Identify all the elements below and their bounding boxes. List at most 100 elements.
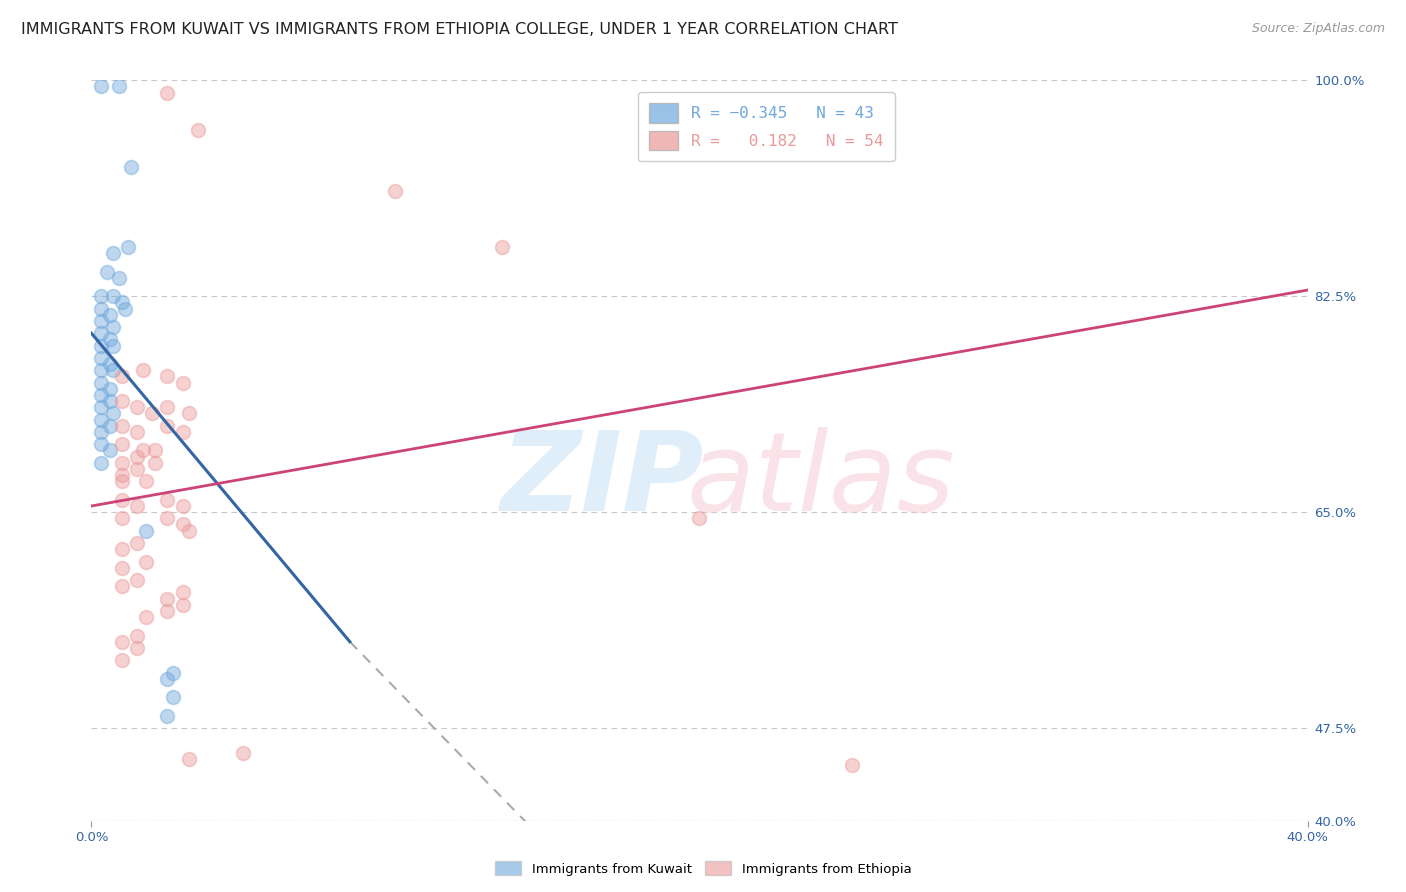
Point [89,351,111,365]
Point [111,468,134,483]
Point [135,475,157,489]
Point [89,437,111,451]
Point [156,492,179,507]
Point [384,185,406,199]
Point [156,708,179,723]
Point [491,240,513,254]
Point [125,462,148,476]
Point [107,79,129,94]
Point [89,425,111,439]
Point [98,394,121,409]
Point [101,407,124,421]
Point [111,418,134,433]
Point [98,357,121,371]
Point [89,456,111,470]
Point [156,511,179,525]
Point [111,369,134,384]
Point [135,554,157,569]
Point [162,665,184,680]
Point [111,492,134,507]
Point [187,122,209,136]
Point [172,598,194,612]
Point [101,289,124,303]
Point [96,264,118,278]
Point [141,407,163,421]
Point [111,456,134,470]
Point [125,425,148,439]
Point [98,382,121,396]
Legend: R = −0.345   N = 43, R =   0.182   N = 54: R = −0.345 N = 43, R = 0.182 N = 54 [638,92,894,161]
Point [125,573,148,587]
Text: IMMIGRANTS FROM KUWAIT VS IMMIGRANTS FROM ETHIOPIA COLLEGE, UNDER 1 YEAR CORRELA: IMMIGRANTS FROM KUWAIT VS IMMIGRANTS FRO… [21,22,898,37]
Point [841,758,863,772]
Point [101,363,124,377]
Point [172,499,194,513]
Point [132,443,155,458]
Text: Source: ZipAtlas.com: Source: ZipAtlas.com [1251,22,1385,36]
Point [135,610,157,624]
Point [156,369,179,384]
Text: ZIP: ZIP [501,426,704,533]
Point [688,511,710,525]
Point [125,450,148,464]
Point [177,752,200,766]
Point [98,308,121,322]
Point [111,394,134,409]
Point [89,363,111,377]
Point [143,456,166,470]
Point [125,628,148,642]
Point [111,437,134,451]
Point [111,634,134,648]
Point [101,246,124,260]
Point [111,542,134,557]
Point [111,295,134,310]
Point [89,301,111,316]
Point [172,376,194,390]
Point [172,425,194,439]
Point [156,401,179,415]
Point [125,499,148,513]
Point [114,301,136,316]
Point [156,418,179,433]
Point [232,746,254,760]
Point [232,863,254,877]
Point [101,338,124,352]
Point [156,86,179,100]
Point [89,289,111,303]
Point [162,690,184,705]
Point [172,585,194,599]
Point [98,418,121,433]
Legend: Immigrants from Kuwait, Immigrants from Ethiopia: Immigrants from Kuwait, Immigrants from … [489,855,917,881]
Point [132,363,155,377]
Point [143,443,166,458]
Point [177,407,200,421]
Point [125,640,148,655]
Point [111,475,134,489]
Point [89,412,111,426]
Point [89,338,111,352]
Point [156,591,179,606]
Point [89,388,111,402]
Point [125,401,148,415]
Point [89,326,111,341]
Point [89,314,111,328]
Point [111,511,134,525]
Point [101,320,124,334]
Point [111,653,134,667]
Point [172,517,194,532]
Point [89,376,111,390]
Point [135,524,157,538]
Point [89,79,111,94]
Point [107,270,129,285]
Point [89,401,111,415]
Point [111,579,134,593]
Point [98,443,121,458]
Point [156,672,179,686]
Point [98,332,121,346]
Text: atlas: atlas [686,426,956,533]
Point [125,536,148,550]
Point [156,604,179,618]
Point [117,240,139,254]
Point [111,560,134,574]
Point [177,524,200,538]
